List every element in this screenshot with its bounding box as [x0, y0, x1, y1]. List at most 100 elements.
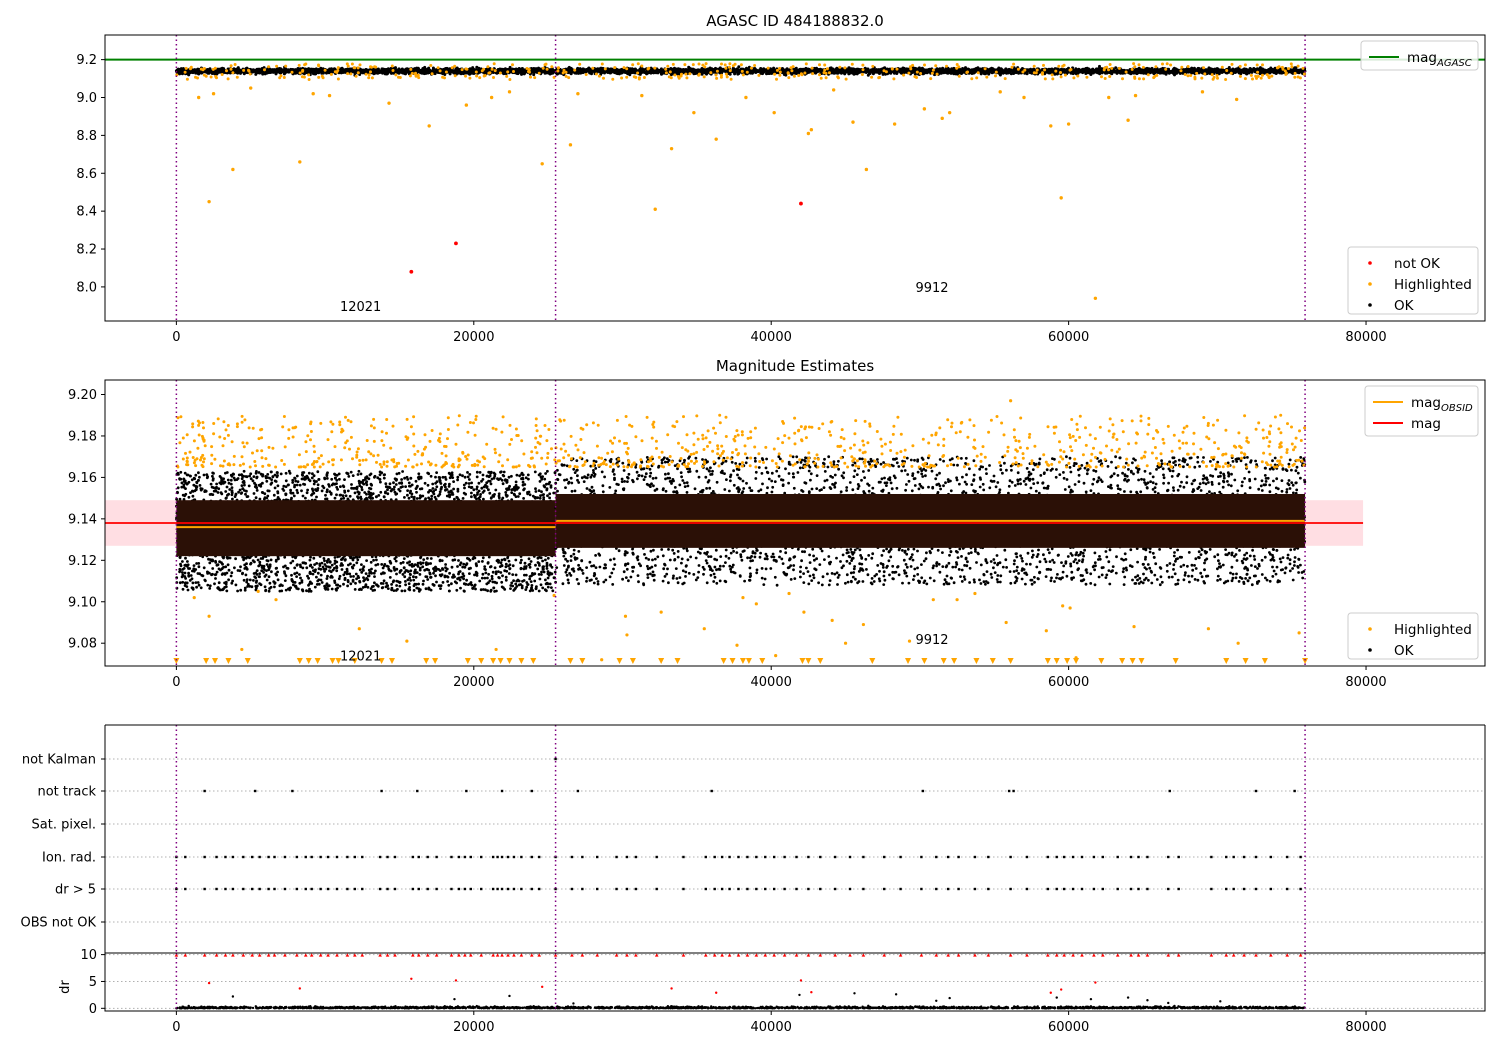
ok-point [1214, 68, 1217, 72]
ok-point [1128, 69, 1132, 73]
ok-point [998, 73, 1002, 77]
ok-point [1205, 72, 1209, 75]
panel1-ok-points [174, 64, 1307, 77]
ok-point [902, 66, 906, 70]
ok-point [386, 68, 390, 71]
ok-point [732, 70, 736, 74]
ok-point [1156, 71, 1160, 74]
ok-point [476, 68, 480, 72]
ok-point [736, 72, 740, 76]
ok-point [1237, 71, 1241, 75]
ok-point [718, 71, 722, 75]
ok-point [1227, 66, 1231, 69]
ok-point [532, 73, 536, 77]
ok-point [576, 67, 580, 71]
ok-point [950, 68, 954, 71]
ok-point [1294, 69, 1298, 73]
ok-point [551, 71, 555, 75]
ok-point [973, 70, 977, 74]
ok-point [222, 70, 226, 74]
ok-point [520, 67, 524, 71]
ok-point [1159, 70, 1162, 74]
ok-point [632, 69, 636, 73]
ok-point [1287, 69, 1291, 73]
ok-point [1166, 68, 1170, 72]
ok-point [723, 69, 727, 73]
ok-point [321, 71, 325, 75]
ok-point [434, 70, 438, 73]
ok-point [584, 69, 588, 73]
ok-point [459, 72, 463, 76]
ok-point [428, 69, 432, 72]
ok-point [1017, 71, 1021, 75]
ok-point [1030, 71, 1034, 75]
ok-point [469, 71, 473, 75]
ok-point [1152, 68, 1156, 72]
ok-point [763, 69, 767, 73]
ok-point [883, 66, 887, 70]
ok-point [530, 70, 534, 74]
ok-point [653, 70, 657, 74]
ok-point [397, 67, 401, 71]
ok-point [1053, 67, 1057, 71]
ok-point [979, 72, 983, 76]
ok-point [923, 70, 927, 74]
ok-point [1216, 68, 1220, 71]
ok-point [847, 66, 851, 70]
ok-point [1150, 66, 1154, 70]
ok-point [626, 71, 630, 75]
ok-point [1290, 69, 1293, 73]
ok-point [642, 68, 646, 72]
ok-point [533, 70, 537, 74]
ok-point [628, 68, 632, 72]
ok-point [578, 67, 582, 71]
ok-point [873, 68, 877, 72]
ok-point [220, 70, 224, 74]
ok-point [818, 68, 822, 72]
ok-point [754, 68, 758, 72]
ok-point [984, 69, 988, 73]
ok-point [856, 67, 860, 71]
ok-point [516, 67, 520, 71]
ok-point [1065, 70, 1069, 74]
ok-point [947, 71, 951, 75]
ok-point [522, 71, 526, 75]
ok-point [1251, 68, 1254, 72]
ok-point [1265, 70, 1269, 74]
ok-point [192, 69, 196, 73]
ok-point [1084, 67, 1088, 71]
ok-point [926, 68, 929, 72]
ok-point [717, 67, 721, 71]
ok-point [535, 69, 539, 73]
ok-point [515, 70, 519, 74]
ok-point [378, 70, 382, 74]
ok-point [1175, 71, 1178, 75]
ok-point [760, 68, 764, 72]
ok-point [314, 72, 318, 76]
ok-point [1200, 70, 1204, 74]
ok-point [895, 70, 899, 74]
ok-point [427, 66, 431, 70]
ok-point [471, 67, 475, 71]
ok-point [957, 69, 961, 73]
ok-point [750, 71, 754, 75]
ok-point [1132, 71, 1135, 75]
ok-point [385, 72, 389, 76]
ok-point [1294, 66, 1298, 70]
ok-point [967, 68, 971, 71]
ok-point [176, 67, 180, 71]
ok-point [432, 67, 435, 71]
ok-point [404, 67, 408, 71]
ok-point [598, 68, 602, 72]
ok-point [475, 65, 479, 69]
ok-point [673, 70, 677, 73]
ok-point [656, 71, 660, 75]
ok-point [232, 67, 236, 71]
ok-point [532, 67, 536, 71]
ok-point [955, 70, 959, 74]
ok-point [508, 65, 512, 69]
ok-point [442, 68, 446, 71]
ok-point [549, 68, 553, 72]
ok-point [607, 69, 611, 73]
